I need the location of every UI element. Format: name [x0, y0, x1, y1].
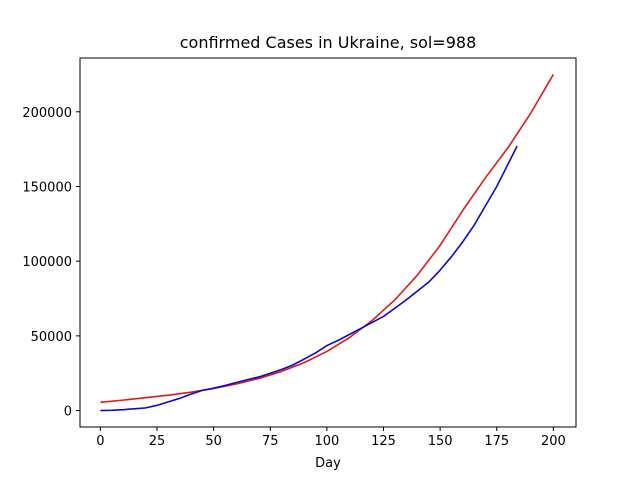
y-tick-label: 150000: [22, 180, 72, 195]
y-tick-label: 100000: [22, 255, 72, 270]
series-line-2: [100, 145, 518, 412]
x-tick-label: 50: [205, 434, 222, 449]
x-tick-label: 175: [484, 434, 509, 449]
plot-frame: [79, 57, 577, 428]
y-tick-label: 0: [64, 405, 72, 420]
x-tick-label: 125: [371, 434, 396, 449]
x-tick-label: 0: [96, 434, 104, 449]
x-tick-label: 75: [262, 434, 279, 449]
x-tick-label: 200: [541, 434, 566, 449]
x-tick-label: 100: [314, 434, 339, 449]
y-tick-label: 200000: [22, 106, 72, 121]
plot-area: 0 25 50 75 100 125 150 175 200 0 50000 100000 150000…: [22, 57, 577, 449]
x-tick-label: 25: [149, 434, 166, 449]
chart-title: confirmed Cases in Ukraine, sol=988: [180, 33, 477, 52]
x-tick-label: 150: [428, 434, 453, 449]
y-tick-label: 50000: [31, 330, 72, 345]
x-axis-label: Day: [315, 456, 341, 471]
series-line-1: [100, 74, 555, 404]
